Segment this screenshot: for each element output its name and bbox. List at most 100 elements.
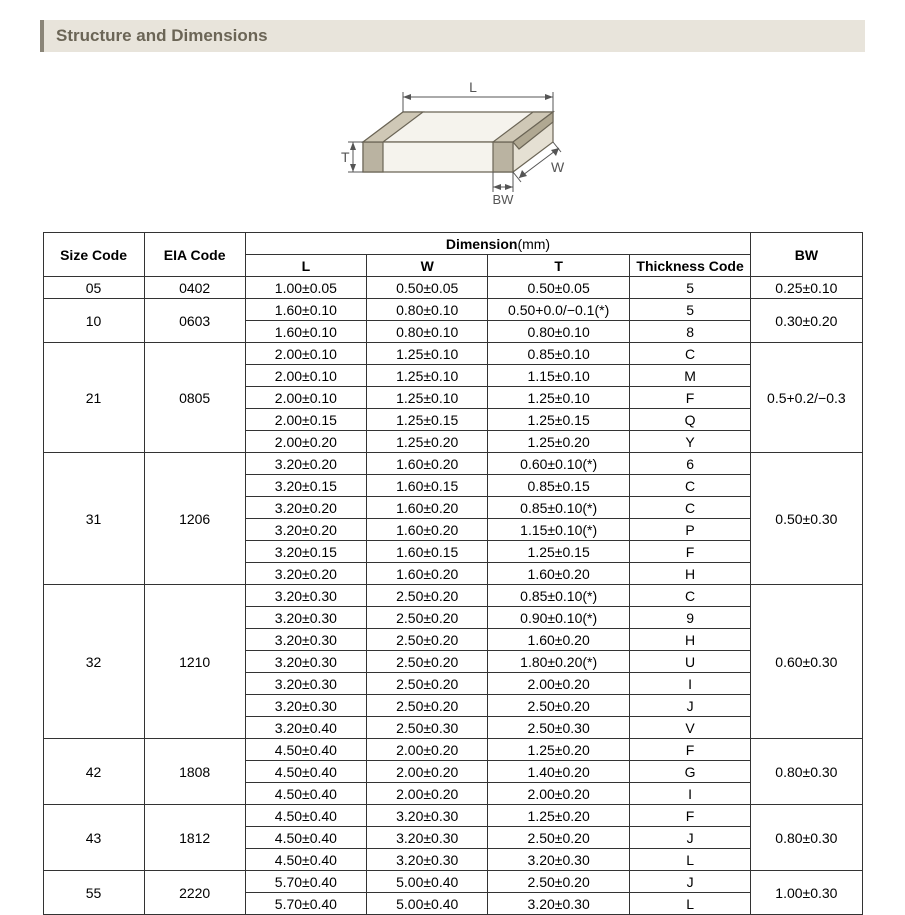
cell-tc: C — [629, 475, 750, 497]
cell-tc: U — [629, 651, 750, 673]
cell-T: 0.90±0.10(*) — [488, 607, 630, 629]
dimension-table: Size Code EIA Code Dimension(mm) BW L W … — [43, 232, 863, 915]
section-header: Structure and Dimensions — [40, 20, 865, 52]
cell-W: 2.00±0.20 — [367, 739, 488, 761]
cell-L: 2.00±0.10 — [245, 387, 366, 409]
cell-size: 55 — [43, 871, 144, 915]
cell-T: 1.60±0.20 — [488, 629, 630, 651]
cell-T: 2.00±0.20 — [488, 673, 630, 695]
cell-W: 2.50±0.30 — [367, 717, 488, 739]
cell-T: 0.85±0.10(*) — [488, 497, 630, 519]
cell-L: 3.20±0.30 — [245, 695, 366, 717]
cell-eia: 0805 — [144, 343, 245, 453]
cell-tc: C — [629, 343, 750, 365]
cell-L: 3.20±0.30 — [245, 585, 366, 607]
cell-tc: 8 — [629, 321, 750, 343]
cell-L: 2.00±0.20 — [245, 431, 366, 453]
cell-tc: 6 — [629, 453, 750, 475]
cell-size: 32 — [43, 585, 144, 739]
cell-W: 5.00±0.40 — [367, 893, 488, 915]
cell-W: 1.60±0.20 — [367, 497, 488, 519]
hdr-dimension: Dimension(mm) — [245, 233, 751, 255]
cell-W: 1.60±0.20 — [367, 563, 488, 585]
diagram-label-W: W — [551, 159, 565, 175]
cell-tc: 5 — [629, 277, 750, 299]
cell-T: 1.15±0.10(*) — [488, 519, 630, 541]
cell-L: 5.70±0.40 — [245, 871, 366, 893]
cell-L: 1.60±0.10 — [245, 321, 366, 343]
hdr-size: Size Code — [43, 233, 144, 277]
cell-W: 1.25±0.15 — [367, 409, 488, 431]
cell-tc: G — [629, 761, 750, 783]
cell-L: 4.50±0.40 — [245, 783, 366, 805]
cell-size: 05 — [43, 277, 144, 299]
cell-W: 3.20±0.30 — [367, 849, 488, 871]
cell-L: 2.00±0.15 — [245, 409, 366, 431]
dimension-diagram: L W T BW — [0, 62, 905, 217]
cell-tc: M — [629, 365, 750, 387]
cell-eia: 1210 — [144, 585, 245, 739]
cell-T: 1.25±0.10 — [488, 387, 630, 409]
cell-T: 0.50±0.05 — [488, 277, 630, 299]
cell-tc: J — [629, 871, 750, 893]
hdr-T: T — [488, 255, 630, 277]
cell-L: 5.70±0.40 — [245, 893, 366, 915]
cell-tc: F — [629, 387, 750, 409]
cell-T: 2.50±0.20 — [488, 871, 630, 893]
cell-W: 3.20±0.30 — [367, 827, 488, 849]
hdr-tc: Thickness Code — [629, 255, 750, 277]
cell-L: 1.60±0.10 — [245, 299, 366, 321]
cell-tc: L — [629, 893, 750, 915]
cell-L: 3.20±0.40 — [245, 717, 366, 739]
cell-W: 0.50±0.05 — [367, 277, 488, 299]
cell-T: 2.50±0.20 — [488, 695, 630, 717]
cell-L: 3.20±0.20 — [245, 563, 366, 585]
cell-eia: 1206 — [144, 453, 245, 585]
cell-T: 0.85±0.10(*) — [488, 585, 630, 607]
cell-eia: 1808 — [144, 739, 245, 805]
cell-L: 4.50±0.40 — [245, 739, 366, 761]
cell-T: 1.60±0.20 — [488, 563, 630, 585]
cell-tc: F — [629, 541, 750, 563]
cell-size: 10 — [43, 299, 144, 343]
cell-W: 2.50±0.20 — [367, 629, 488, 651]
cell-tc: I — [629, 673, 750, 695]
cell-eia: 0603 — [144, 299, 245, 343]
hdr-L: L — [245, 255, 366, 277]
cell-L: 3.20±0.30 — [245, 673, 366, 695]
cell-eia: 2220 — [144, 871, 245, 915]
cell-W: 2.50±0.20 — [367, 673, 488, 695]
cell-L: 3.20±0.20 — [245, 497, 366, 519]
cell-L: 3.20±0.20 — [245, 519, 366, 541]
cell-tc: Y — [629, 431, 750, 453]
cell-L: 3.20±0.30 — [245, 629, 366, 651]
cell-W: 1.25±0.20 — [367, 431, 488, 453]
table-row: 3112063.20±0.201.60±0.200.60±0.10(*)60.5… — [43, 453, 862, 475]
cell-bw: 0.60±0.30 — [751, 585, 862, 739]
cell-T: 0.85±0.15 — [488, 475, 630, 497]
cell-L: 1.00±0.05 — [245, 277, 366, 299]
cell-tc: 5 — [629, 299, 750, 321]
cell-tc: J — [629, 695, 750, 717]
cell-eia: 0402 — [144, 277, 245, 299]
cell-L: 3.20±0.15 — [245, 475, 366, 497]
cell-W: 1.60±0.15 — [367, 475, 488, 497]
section-title: Structure and Dimensions — [56, 26, 268, 45]
cell-bw: 0.80±0.30 — [751, 805, 862, 871]
diagram-label-T: T — [341, 149, 350, 165]
cell-tc: J — [629, 827, 750, 849]
cell-T: 0.80±0.10 — [488, 321, 630, 343]
cell-T: 3.20±0.30 — [488, 893, 630, 915]
cell-size: 43 — [43, 805, 144, 871]
table-row: 4218084.50±0.402.00±0.201.25±0.20F0.80±0… — [43, 739, 862, 761]
cell-size: 42 — [43, 739, 144, 805]
cell-tc: L — [629, 849, 750, 871]
hdr-W: W — [367, 255, 488, 277]
cell-L: 4.50±0.40 — [245, 849, 366, 871]
cell-tc: C — [629, 585, 750, 607]
cell-T: 1.40±0.20 — [488, 761, 630, 783]
cell-W: 0.80±0.10 — [367, 321, 488, 343]
cell-W: 1.25±0.10 — [367, 343, 488, 365]
diagram-label-L: L — [469, 79, 477, 95]
cell-bw: 0.25±0.10 — [751, 277, 862, 299]
